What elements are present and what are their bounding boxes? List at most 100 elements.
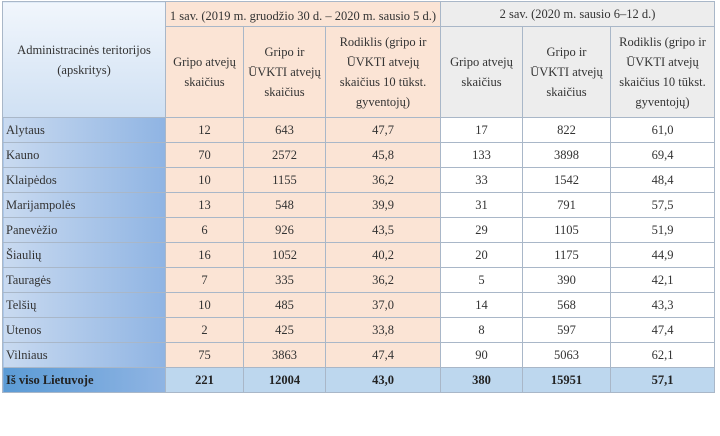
cell: 3863 — [243, 342, 326, 368]
data-row: Šiaulių 16 1052 40,2 20 1175 44,9 — [2, 242, 716, 268]
region-name: Marijampolės — [2, 192, 166, 218]
data-row: Kauno 70 2572 45,8 133 3898 69,4 — [2, 142, 716, 168]
column-header: Gripo ir ŪVKTI atvejų skaičius — [243, 26, 326, 118]
cell: 62,1 — [609, 342, 716, 368]
cell: 48,4 — [609, 167, 716, 193]
cell: 10 — [165, 292, 244, 318]
cell: 1052 — [243, 242, 326, 268]
total-row: Iš viso Lietuvoje 221 12004 43,0 380 15951 57,… — [2, 367, 716, 393]
cell: 51,9 — [609, 217, 716, 243]
cell: 43,3 — [609, 292, 716, 318]
data-row: Panevėžio 6 926 43,5 29 1105 51,9 — [2, 217, 716, 243]
cell: 5063 — [522, 342, 611, 368]
cell: 20 — [440, 242, 523, 268]
cell: 44,9 — [609, 242, 716, 268]
cell: 643 — [243, 117, 326, 143]
cell: 36,2 — [325, 167, 441, 193]
region-name: Kauno — [2, 142, 166, 168]
cell: 57,5 — [609, 192, 716, 218]
cell: 31 — [440, 192, 523, 218]
cell: 221 — [165, 367, 244, 393]
cell: 1542 — [522, 167, 611, 193]
region-name: Iš viso Lietuvoje — [2, 367, 166, 393]
table-header: Administracinės teritorijos (apskritys) … — [2, 1, 716, 118]
subheader-row: Gripo atvejų skaičius Gripo ir ŪVKTI atve… — [3, 26, 716, 118]
cell: 822 — [522, 117, 611, 143]
cell: 15951 — [522, 367, 611, 393]
data-row: Utenos 2 425 33,8 8 597 47,4 — [2, 317, 716, 343]
cell: 16 — [165, 242, 244, 268]
region-name: Utenos — [2, 317, 166, 343]
cell: 380 — [440, 367, 523, 393]
region-name: Vilniaus — [2, 342, 166, 368]
cell: 43,5 — [325, 217, 441, 243]
cell: 40,2 — [325, 242, 441, 268]
cell: 1155 — [243, 167, 326, 193]
cell: 17 — [440, 117, 523, 143]
cell: 390 — [522, 267, 611, 293]
cell: 335 — [243, 267, 326, 293]
cell: 3898 — [522, 142, 611, 168]
data-row: Tauragės 7 335 36,2 5 390 42,1 — [2, 267, 716, 293]
cell: 47,4 — [325, 342, 441, 368]
cell: 47,7 — [325, 117, 441, 143]
cell: 43,0 — [325, 367, 441, 393]
cell: 791 — [522, 192, 611, 218]
cell: 33 — [440, 167, 523, 193]
cell: 10 — [165, 167, 244, 193]
cell: 47,4 — [609, 317, 716, 343]
column-header: Gripo atvejų skaičius — [440, 26, 523, 118]
cell: 425 — [243, 317, 326, 343]
region-name: Panevėžio — [2, 217, 166, 243]
region-name: Alytaus — [2, 117, 166, 143]
cell: 29 — [440, 217, 523, 243]
cell: 485 — [243, 292, 326, 318]
cell: 36,2 — [325, 267, 441, 293]
cell: 2572 — [243, 142, 326, 168]
cell: 70 — [165, 142, 244, 168]
cell: 37,0 — [325, 292, 441, 318]
week2-header: 2 sav. (2020 m. sausio 6–12 d.) — [439, 1, 716, 27]
data-row: Telšių 10 485 37,0 14 568 43,3 — [2, 292, 716, 318]
column-header: Rodiklis (gripo ir ŪVKTI atvejų skaičius… — [609, 26, 716, 118]
data-row: Alytaus 12 643 47,7 17 822 61,0 — [2, 117, 716, 143]
cell: 45,8 — [325, 142, 441, 168]
column-header: Gripo atvejų skaičius — [165, 26, 244, 118]
cell: 69,4 — [609, 142, 716, 168]
table-body: Alytaus 12 643 47,7 17 822 61,0 Kauno 70 2572 45,8… — [2, 117, 716, 393]
cell: 33,8 — [325, 317, 441, 343]
cell: 12004 — [243, 367, 326, 393]
cell: 1175 — [522, 242, 611, 268]
region-name: Telšių — [2, 292, 166, 318]
column-header: Gripo ir ŪVKTI atvejų skaičius — [522, 26, 611, 118]
cell: 5 — [440, 267, 523, 293]
cell: 2 — [165, 317, 244, 343]
cell: 90 — [440, 342, 523, 368]
cell: 42,1 — [609, 267, 716, 293]
cell: 39,9 — [325, 192, 441, 218]
cell: 75 — [165, 342, 244, 368]
flu-table: Administracinės teritorijos (apskritys) … — [2, 1, 716, 393]
cell: 1105 — [522, 217, 611, 243]
column-header: Rodiklis (gripo ir ŪVKTI atvejų skaičius… — [325, 26, 441, 118]
cell: 568 — [522, 292, 611, 318]
cell: 57,1 — [609, 367, 716, 393]
cell: 7 — [165, 267, 244, 293]
cell: 13 — [165, 192, 244, 218]
data-row: Marijampolės 13 548 39,9 31 791 57,5 — [2, 192, 716, 218]
cell: 8 — [440, 317, 523, 343]
region-header: Administracinės teritorijos (apskritys) — [2, 1, 166, 118]
cell: 12 — [165, 117, 244, 143]
week1-header: 1 sav. (2019 m. gruodžio 30 d. – 2020 m.… — [165, 1, 441, 27]
data-row: Klaipėdos 10 1155 36,2 33 1542 48,4 — [2, 167, 716, 193]
region-name: Šiaulių — [2, 242, 166, 268]
region-name: Klaipėdos — [2, 167, 166, 193]
cell: 14 — [440, 292, 523, 318]
cell: 6 — [165, 217, 244, 243]
cell: 548 — [243, 192, 326, 218]
cell: 133 — [440, 142, 523, 168]
cell: 61,0 — [609, 117, 716, 143]
cell: 926 — [243, 217, 326, 243]
data-row: Vilniaus 75 3863 47,4 90 5063 62,1 — [2, 342, 716, 368]
